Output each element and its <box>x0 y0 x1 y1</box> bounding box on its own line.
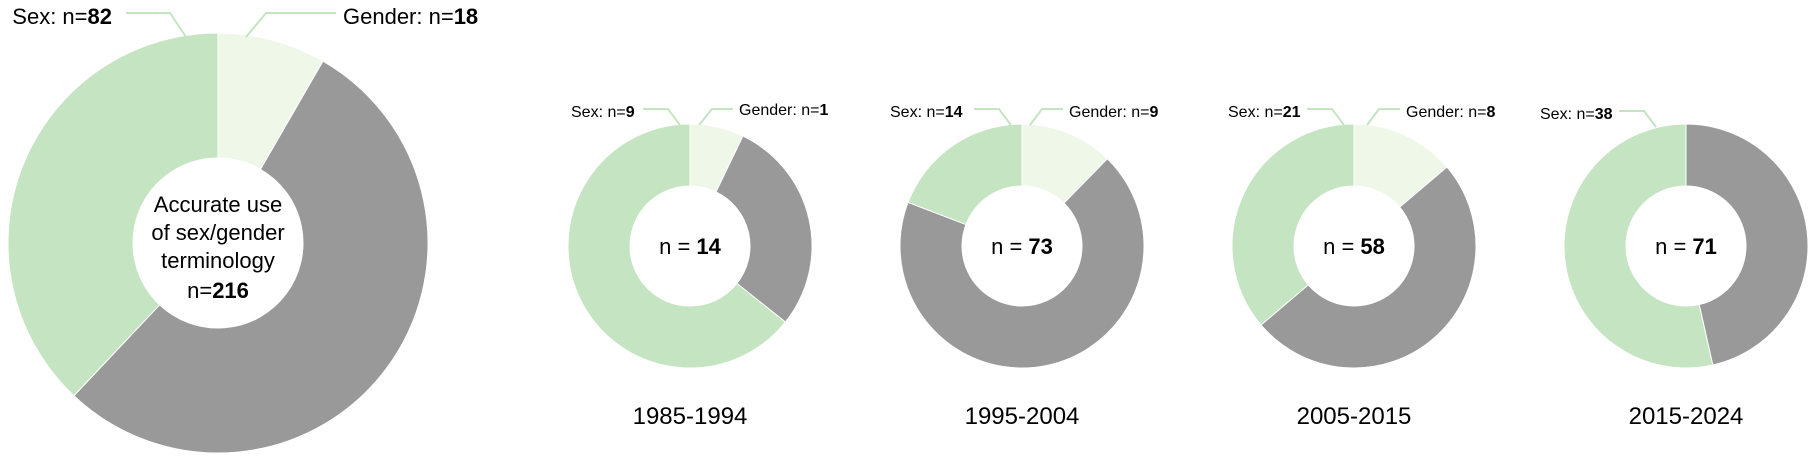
slice-sex <box>907 123 1023 226</box>
slice-label-gender: Gender: n=18 <box>343 4 478 29</box>
donut-chart-2: n = 14 1985-1994 <box>567 108 813 430</box>
slice-sex <box>7 32 219 397</box>
donut-chart-3: n = 73 1995-2004 <box>899 108 1145 430</box>
slice-label-sex: Sex: n=14 <box>890 104 963 121</box>
slice-other <box>1260 166 1476 368</box>
center-total: n = 58 <box>1323 234 1385 259</box>
center-label: terminology <box>161 248 275 273</box>
slice-other <box>715 135 813 323</box>
center-total: n = 73 <box>991 234 1053 259</box>
leader-line-sex <box>126 12 187 38</box>
slice-sex <box>567 123 787 369</box>
leader-line-gender <box>1029 108 1063 126</box>
leader-line-sex <box>1619 110 1657 128</box>
slice-sex <box>1231 123 1355 326</box>
slice-label-gender: Gender: n=1 <box>739 102 829 119</box>
slice-other <box>899 158 1145 369</box>
slice-other <box>1685 123 1809 366</box>
period-label: 1985-1994 <box>633 403 748 430</box>
slice-label-gender: Gender: n=8 <box>1406 104 1496 121</box>
leader-line-gender <box>245 12 336 38</box>
donut-chart-5: n = 71 2015-2024 <box>1563 110 1809 430</box>
slice-label-sex: Sex: n=9 <box>571 104 635 121</box>
slice-label-gender: Gender: n=9 <box>1069 104 1159 121</box>
donut-chart-1: Accurate use of sex/gender terminology <box>7 12 429 454</box>
leader-line-sex <box>1307 108 1345 126</box>
leader-line-gender <box>698 108 733 126</box>
slice-label-sex: Sex: n=82 <box>12 4 112 29</box>
center-total: n=216 <box>187 278 249 303</box>
slice-label-sex: Sex: n=21 <box>1228 104 1301 121</box>
center-label: of sex/gender <box>151 220 284 245</box>
period-label: 1995-2004 <box>965 403 1080 430</box>
center-label: Accurate use <box>154 192 282 217</box>
center-total: n = 71 <box>1655 234 1717 259</box>
leader-line-gender <box>1366 108 1400 126</box>
center-total: n = 14 <box>659 234 722 259</box>
leader-line-sex <box>643 108 681 126</box>
slice-sex <box>1563 123 1714 369</box>
slice-label-sex: Sex: n=38 <box>1540 106 1613 123</box>
period-label: 2015-2024 <box>1629 403 1744 430</box>
period-label: 2005-2015 <box>1297 403 1412 430</box>
leader-line-sex <box>974 108 1012 126</box>
slice-other <box>73 60 429 454</box>
donut-chart-4: n = 58 2005-2015 <box>1231 108 1476 430</box>
